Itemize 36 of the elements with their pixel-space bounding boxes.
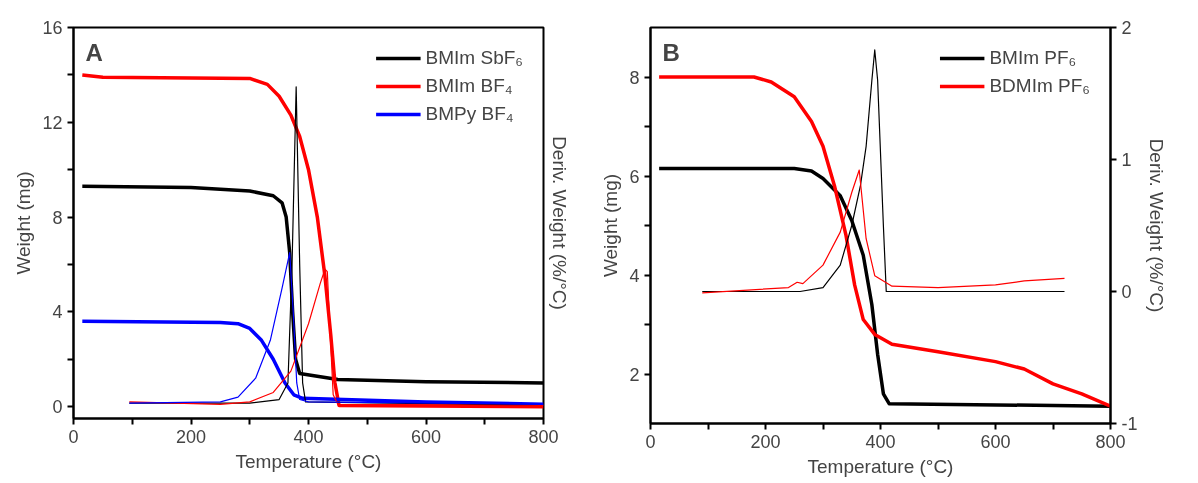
y2-axis-title: Deriv. Weight (%/°C) xyxy=(548,136,570,310)
x-tick-label: 600 xyxy=(410,426,442,447)
legend-label: BMIm SbF₆ xyxy=(425,47,523,69)
y-tick-label: 6 xyxy=(629,166,640,187)
y-tick-label: 12 xyxy=(42,112,63,133)
y-axis-title: Weight (mg) xyxy=(13,171,35,275)
y-tick-label: 4 xyxy=(52,302,63,323)
y2-tick-label: 2 xyxy=(1121,18,1132,38)
y2-tick-label: -1 xyxy=(1121,414,1138,434)
y2-tick-label: 0 xyxy=(1121,282,1132,302)
y2-tick-label: 1 xyxy=(1121,150,1132,170)
y-tick-label: 8 xyxy=(52,207,63,228)
x-tick-label: 800 xyxy=(528,426,559,447)
x-axis-title: Temperature (°C) xyxy=(235,450,382,472)
x-tick-label: 400 xyxy=(865,431,896,452)
x-tick-label: 600 xyxy=(980,431,1011,452)
y-tick-label: 0 xyxy=(52,397,63,418)
y-tick-label: 2 xyxy=(629,364,640,385)
legend-label: BDMIm PF₆ xyxy=(989,75,1090,97)
x-tick-label: 0 xyxy=(645,431,656,452)
x-tick-label: 0 xyxy=(68,426,79,447)
y-tick-label: 16 xyxy=(42,18,63,38)
y2-axis-title: Deriv. Weight (%/°C) xyxy=(1145,138,1167,313)
x-tick-label: 200 xyxy=(175,426,207,447)
x-axis-title: Temperature (°C) xyxy=(807,455,954,477)
legend-label: BMIm PF₆ xyxy=(989,47,1077,69)
legend-label: BMPy BF₄ xyxy=(425,103,514,125)
legend-label: BMIm BF₄ xyxy=(425,75,513,97)
x-tick-label: 200 xyxy=(750,431,781,452)
x-tick-label: 800 xyxy=(1095,431,1126,452)
text: A xyxy=(85,38,103,66)
x-tick-label: 400 xyxy=(293,426,324,447)
y-tick-label: 4 xyxy=(629,265,640,286)
y-tick-label: 8 xyxy=(629,67,640,88)
y-axis-title: Weight (mg) xyxy=(600,173,622,278)
chart-title: B xyxy=(662,38,680,66)
